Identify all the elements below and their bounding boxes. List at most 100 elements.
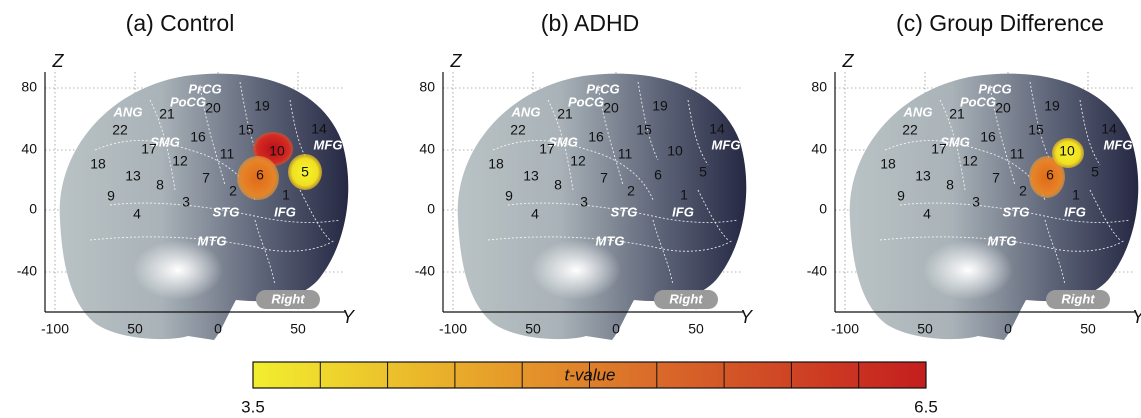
y-tick-label: -40 [415,263,435,279]
colorbar: t-value 3.5 6.5 [241,362,938,416]
region-label: PoCG [568,94,604,109]
region-label: PoCG [170,94,206,109]
y-tick-label: -40 [17,263,37,279]
area-number: 13 [915,168,931,184]
area-number: 15 [1028,122,1044,138]
area-number: 14 [1101,121,1117,137]
area-number: 4 [133,206,141,222]
x-tick-label: 50 [917,321,933,337]
area-number: 5 [301,164,309,180]
panel-title: (c) Group Difference [896,10,1104,36]
x-tick-label: -100 [41,321,69,337]
area-number: 5 [1091,164,1099,180]
area-number: 19 [1044,98,1060,114]
region-label: IFG [274,204,296,219]
x-axis-label: Y [342,307,356,327]
region-label: ANG [903,104,933,119]
y-tick-label: 40 [21,141,37,157]
area-number: 6 [1046,167,1054,183]
colorbar-max: 6.5 [914,397,938,416]
area-number: 10 [269,143,285,159]
area-number: 1 [282,187,290,203]
y-tick-label: 80 [21,79,37,95]
region-label: MFG [712,137,741,152]
area-number: 1 [680,187,688,203]
area-number: 22 [112,122,128,138]
panel-title: (b) ADHD [541,10,639,36]
area-number: 17 [931,141,947,157]
area-number: 20 [205,100,221,116]
x-axis-label: Y [1132,307,1141,327]
area-number: 18 [880,156,896,172]
y-tick-label: 0 [29,201,37,217]
area-number: 7 [202,170,210,186]
brain-highlight [531,240,621,300]
hemisphere-label: Right [1061,291,1095,306]
x-axis-label: Y [740,307,754,327]
y-axis-label: Z [52,51,65,71]
area-number: 8 [554,177,562,193]
area-number: 22 [902,122,918,138]
area-number: 3 [580,194,588,210]
region-label: PoCG [960,94,996,109]
x-tick-label: 50 [290,321,306,337]
area-number: 2 [1019,183,1027,199]
page: {"panels": [ {"title": "(a) Control", "y… [0,0,1141,418]
area-number: 8 [156,177,164,193]
region-label: MTG [596,233,625,248]
area-number: 18 [90,156,106,172]
panels: (a) ControlZY80400-40-10050050PrCGPoCGAN… [17,10,1141,340]
area-number: 11 [1010,146,1025,162]
region-label: MTG [198,233,227,248]
y-axis-label: Z [842,51,855,71]
x-tick-label: 50 [688,321,704,337]
area-number: 9 [505,188,513,204]
area-number: 5 [699,164,707,180]
area-number: 3 [972,194,980,210]
x-tick-label: -100 [831,321,859,337]
area-number: 20 [603,100,619,116]
area-number: 7 [600,170,608,186]
area-number: 17 [539,141,555,157]
region-label: STG [611,204,638,219]
region-label: STG [213,204,240,219]
brain-highlight [133,240,223,300]
area-number: 11 [618,146,633,162]
y-axis-label: Z [450,51,463,71]
x-tick-label: 50 [127,321,143,337]
area-number: 13 [523,168,539,184]
area-number: 16 [980,129,996,145]
area-number: 22 [510,122,526,138]
area-number: 16 [588,129,604,145]
area-number: 8 [946,177,954,193]
x-tick-label: 50 [1080,321,1096,337]
area-number: 1 [1072,187,1080,203]
area-number: 2 [627,183,635,199]
hemisphere-label: Right [271,291,305,306]
area-number: 12 [570,153,586,169]
region-label: MFG [314,137,343,152]
area-number: 11 [220,146,235,162]
area-number: 21 [557,106,573,122]
region-label: IFG [672,204,694,219]
area-number: 3 [182,194,190,210]
x-tick-label: 0 [214,321,222,337]
y-tick-label: 80 [419,79,435,95]
panel-title: (a) Control [126,10,235,36]
region-label: ANG [113,104,143,119]
area-number: 7 [992,170,1000,186]
area-number: 21 [949,106,965,122]
y-tick-label: 80 [811,79,827,95]
area-number: 19 [652,98,668,114]
x-tick-label: 50 [525,321,541,337]
colorbar-min: 3.5 [241,397,265,416]
area-number: 9 [897,188,905,204]
area-number: 14 [311,121,327,137]
hemisphere-label: Right [669,291,703,306]
region-label: ANG [511,104,541,119]
area-number: 14 [709,121,725,137]
region-label: MFG [1104,137,1133,152]
y-tick-label: 0 [819,201,827,217]
panel: (c) Group DifferenceZY80400-40-10050050P… [807,10,1141,340]
